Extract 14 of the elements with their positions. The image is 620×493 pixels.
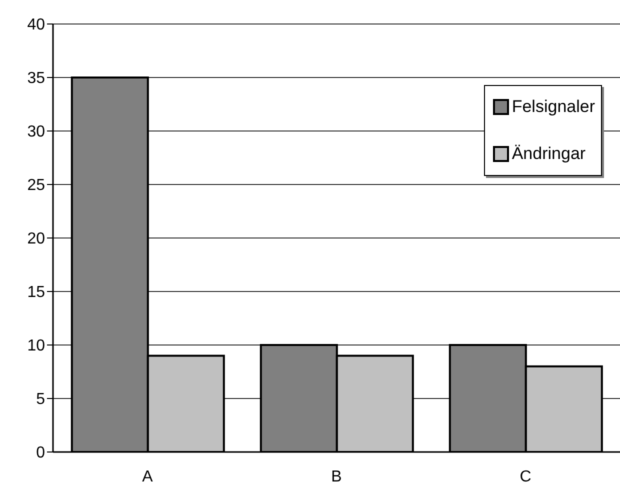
y-tick-label: 20 bbox=[27, 230, 46, 248]
legend-label: Felsignaler bbox=[512, 97, 595, 117]
x-tick-label: C bbox=[520, 468, 532, 486]
y-tick-label: 10 bbox=[27, 338, 46, 355]
y-tick-label: 5 bbox=[36, 391, 46, 408]
y-tick-label: 0 bbox=[36, 444, 46, 462]
x-tick-label: A bbox=[142, 468, 154, 486]
y-tick-label: 35 bbox=[27, 70, 46, 88]
y-tick-label: 40 bbox=[27, 16, 46, 34]
legend-label: Ändringar bbox=[512, 144, 586, 164]
x-tick-label: B bbox=[331, 468, 342, 486]
y-tick-label: 15 bbox=[27, 284, 46, 302]
y-tick-label: 30 bbox=[27, 124, 46, 141]
y-tick-label: 25 bbox=[27, 177, 46, 194]
